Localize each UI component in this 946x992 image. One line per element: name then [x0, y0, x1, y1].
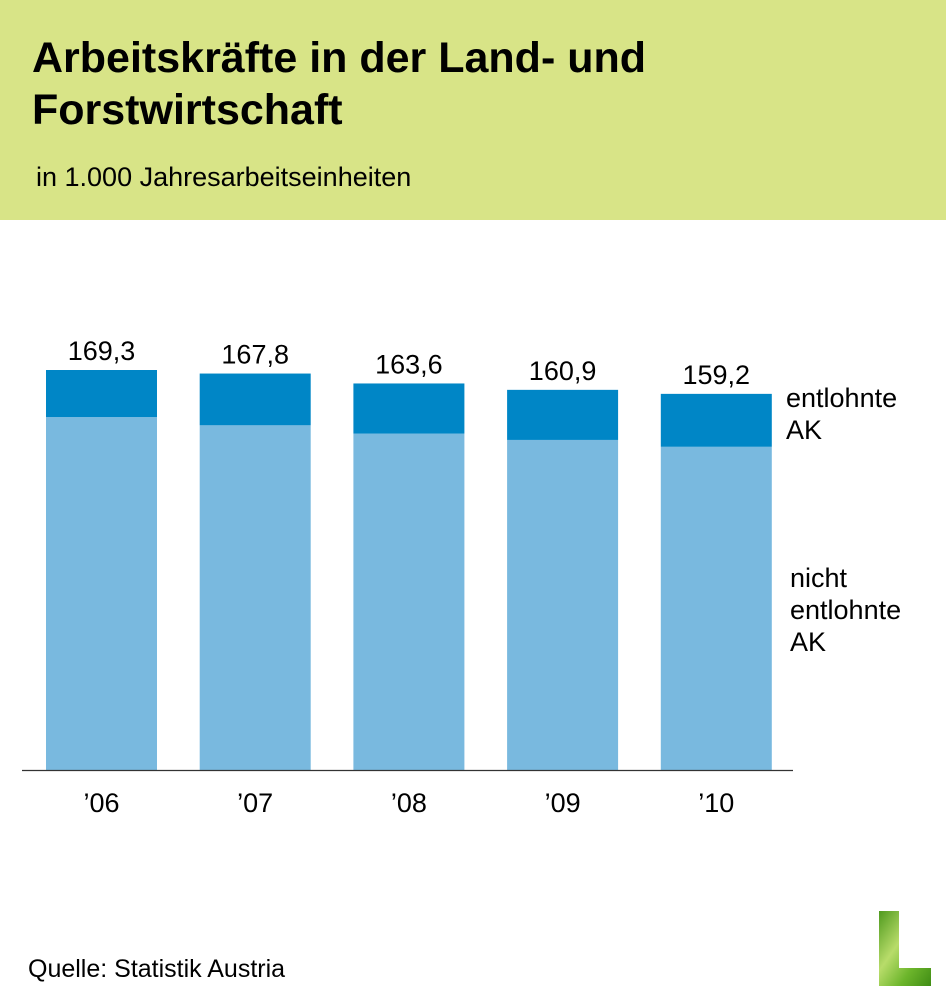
- legend-text: AK: [786, 415, 823, 445]
- x-tick-label: ’06: [83, 788, 119, 818]
- legend-entlohnte: entlohnte AK: [786, 382, 897, 446]
- legend-text: entlohnte: [790, 595, 902, 625]
- legend-text: entlohnte: [786, 383, 898, 413]
- source-note: Quelle: Statistik Austria: [28, 955, 286, 983]
- bar-nicht-entlohnte: [199, 425, 311, 770]
- legend-text: AK: [790, 627, 827, 657]
- header-banner: Arbeitskräfte in der Land- und Forstwirt…: [0, 0, 946, 220]
- bar-entlohnte: [507, 389, 619, 440]
- total-label: 169,3: [68, 336, 136, 366]
- bar-nicht-entlohnte: [507, 439, 619, 770]
- logo-l-icon: [879, 911, 931, 986]
- bar-nicht-entlohnte: [660, 446, 772, 770]
- x-tick-label: ’07: [237, 788, 273, 818]
- total-label: 163,6: [375, 349, 443, 379]
- x-tick-label: ’10: [698, 788, 734, 818]
- total-label: 159,2: [683, 360, 751, 390]
- total-label: 160,9: [529, 356, 597, 386]
- total-label: 167,8: [221, 340, 289, 370]
- bar-entlohnte: [199, 373, 311, 426]
- x-tick-label: ’08: [391, 788, 427, 818]
- chart-title: Arbeitskräfte in der Land- und Forstwirt…: [32, 34, 647, 134]
- bar-nicht-entlohnte: [353, 433, 465, 770]
- legend-nicht-entlohnte: nicht entlohnte AK: [790, 562, 901, 658]
- x-tick-label: ’09: [545, 788, 581, 818]
- legend-text: nicht: [790, 563, 848, 593]
- bar-nicht-entlohnte: [46, 417, 157, 770]
- bar-entlohnte: [46, 370, 157, 418]
- chart-subtitle: in 1.000 Jahresarbeitseinheiten: [36, 162, 412, 192]
- bar-entlohnte: [353, 383, 465, 434]
- bar-entlohnte: [660, 393, 772, 447]
